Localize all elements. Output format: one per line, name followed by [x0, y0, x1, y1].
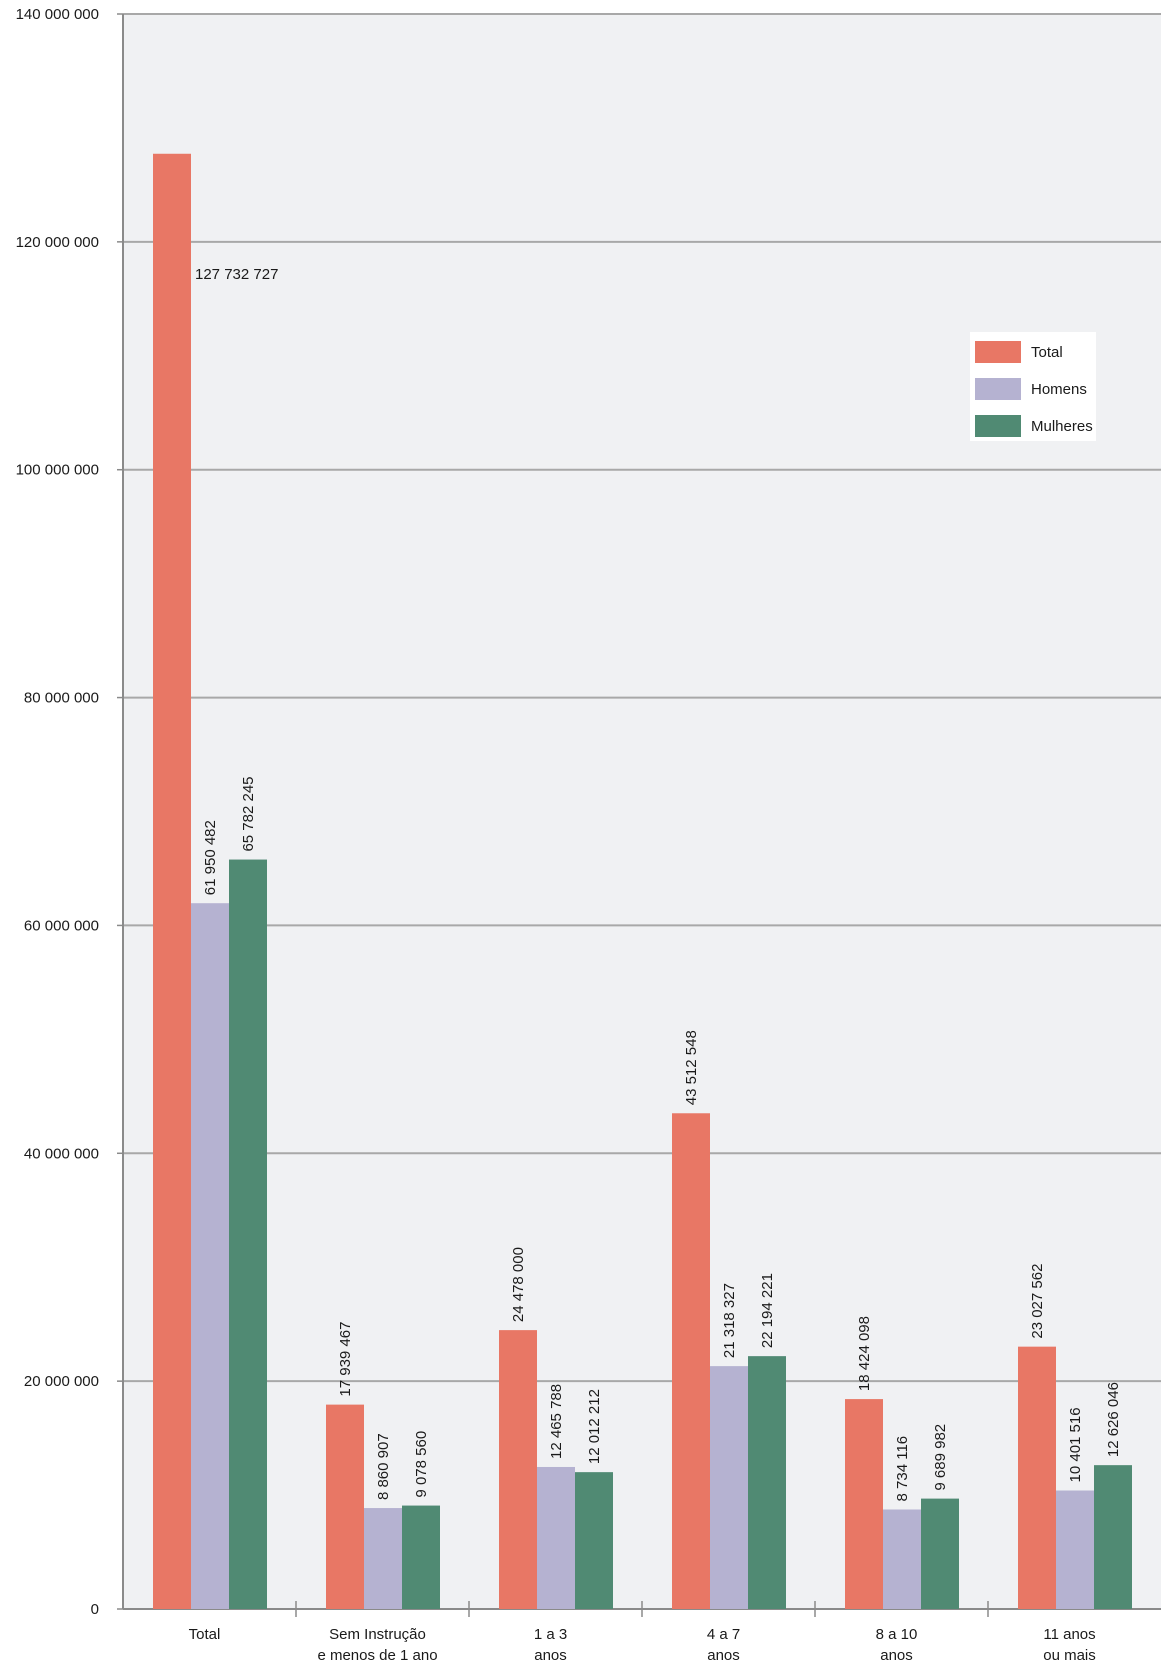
bar-total: [326, 1404, 364, 1609]
x-tick-label: 11 anos: [1043, 1626, 1095, 1643]
x-tick-label: anos: [880, 1647, 913, 1664]
y-tick-label: 60 000 000: [24, 917, 99, 934]
bar-homens: [710, 1366, 748, 1609]
data-label: 24 478 000: [510, 1247, 527, 1322]
bar-homens: [883, 1509, 921, 1609]
data-label: 43 512 548: [683, 1030, 700, 1105]
bar-mulheres: [921, 1498, 959, 1609]
data-label: 10 401 516: [1067, 1407, 1084, 1482]
bar-total: [499, 1330, 537, 1609]
data-label: 12 626 046: [1105, 1382, 1122, 1457]
data-label: 127 732 727: [195, 266, 278, 283]
legend-swatch: [975, 415, 1021, 437]
legend-swatch: [975, 378, 1021, 400]
bar-homens: [364, 1508, 402, 1609]
x-tick-label: anos: [534, 1647, 567, 1664]
plot-area: [123, 14, 1161, 1609]
x-tick-label: ou mais: [1043, 1647, 1096, 1664]
data-label: 23 027 562: [1029, 1264, 1046, 1339]
bar-total: [153, 153, 191, 1610]
bar-mulheres: [575, 1472, 613, 1609]
y-tick-label: 140 000 000: [16, 6, 99, 23]
x-tick-label: Total: [189, 1626, 221, 1643]
y-tick-label: 40 000 000: [24, 1145, 99, 1162]
data-label: 12 465 788: [548, 1384, 565, 1459]
x-tick-label: 1 a 3: [534, 1626, 567, 1643]
x-tick-label: Sem Instrução: [329, 1626, 426, 1643]
data-label: 8 734 116: [894, 1436, 911, 1502]
data-label: 9 078 560: [413, 1431, 430, 1498]
data-label: 9 689 982: [932, 1424, 949, 1491]
bar-total: [845, 1399, 883, 1609]
data-label: 8 860 907: [375, 1433, 392, 1500]
bar-homens: [191, 903, 229, 1609]
x-tick-label: e menos de 1 ano: [317, 1647, 437, 1664]
y-tick-label: 120 000 000: [16, 234, 99, 251]
x-tick-label: 4 a 7: [707, 1626, 740, 1643]
bar-total: [672, 1113, 710, 1609]
legend-swatch: [975, 341, 1021, 363]
bar-homens: [1056, 1490, 1094, 1609]
legend-label: Total: [1031, 344, 1063, 361]
bar-mulheres: [1094, 1465, 1132, 1609]
y-tick-label: 0: [91, 1601, 99, 1618]
data-label: 61 950 482: [202, 820, 219, 895]
y-tick-label: 20 000 000: [24, 1373, 99, 1390]
bar-homens: [537, 1466, 575, 1609]
x-tick-label: 8 a 10: [876, 1626, 918, 1643]
legend: Total Homens Mulheres: [970, 332, 1096, 441]
bar-total: [1018, 1346, 1056, 1609]
bar-mulheres: [748, 1356, 786, 1609]
x-tick-label: anos: [707, 1647, 740, 1664]
data-label: 17 939 467: [337, 1322, 354, 1397]
bar-mulheres: [402, 1505, 440, 1609]
bar-mulheres: [229, 859, 267, 1609]
legend-label: Mulheres: [1031, 418, 1093, 435]
legend-label: Homens: [1031, 381, 1087, 398]
data-label: 65 782 245: [240, 776, 257, 851]
data-label: 22 194 221: [759, 1273, 776, 1348]
data-label: 21 318 327: [721, 1283, 738, 1358]
data-label: 18 424 098: [856, 1316, 873, 1391]
data-label: 12 012 212: [586, 1389, 603, 1464]
y-tick-label: 80 000 000: [24, 690, 99, 707]
y-tick-label: 100 000 000: [16, 462, 99, 479]
